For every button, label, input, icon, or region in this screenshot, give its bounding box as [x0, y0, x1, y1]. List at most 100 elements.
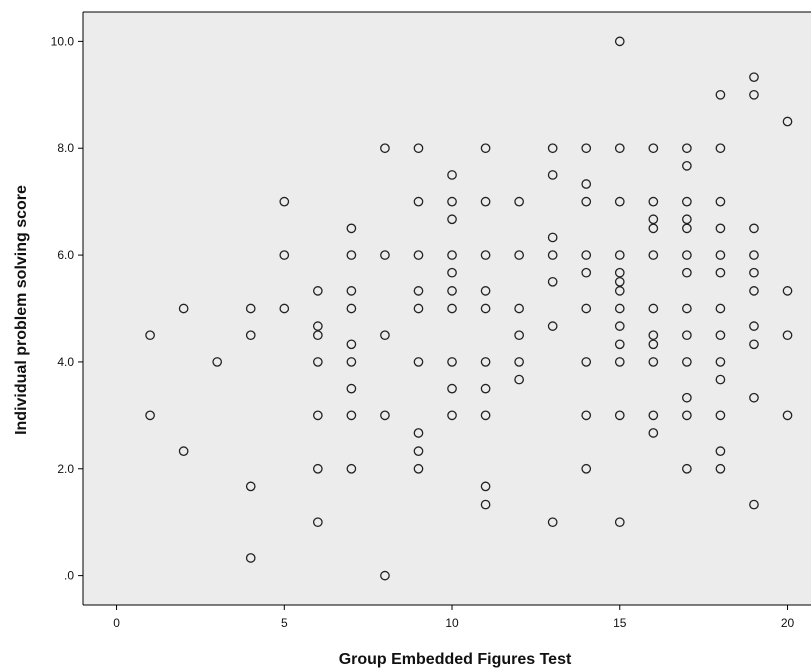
data-point — [413, 357, 424, 367]
data-point — [312, 330, 323, 341]
data-point — [749, 321, 759, 331]
data-point — [682, 196, 692, 207]
data-points — [145, 36, 793, 581]
data-point — [245, 553, 256, 563]
data-point — [648, 357, 659, 367]
y-tick-label: 8.0 — [57, 141, 74, 155]
data-point — [245, 481, 256, 492]
data-point — [682, 410, 692, 421]
data-point — [245, 303, 256, 314]
data-point — [648, 250, 659, 260]
data-point — [682, 392, 692, 403]
data-point — [413, 303, 424, 314]
data-point — [514, 303, 524, 314]
data-point — [715, 357, 726, 367]
data-point — [547, 276, 558, 287]
data-point — [346, 339, 357, 350]
data-point — [380, 410, 390, 421]
data-point — [682, 357, 692, 367]
data-point — [178, 303, 189, 314]
data-point — [312, 357, 323, 367]
data-point — [178, 446, 189, 456]
data-point — [514, 196, 524, 207]
data-point — [614, 517, 625, 528]
data-point — [581, 463, 592, 474]
data-point — [749, 339, 759, 350]
data-point — [749, 89, 759, 100]
data-point — [715, 143, 726, 154]
data-point — [648, 330, 659, 341]
data-point — [279, 196, 290, 207]
data-point — [782, 116, 793, 127]
data-point — [480, 383, 491, 394]
data-point — [749, 392, 759, 403]
y-tick-label: 4.0 — [57, 355, 74, 369]
data-point — [715, 250, 726, 260]
x-tick-label: 0 — [113, 616, 120, 630]
data-point — [749, 250, 759, 260]
x-axis-ticks: 0 5 10 15 20 — [113, 605, 795, 630]
data-point — [614, 410, 625, 421]
data-point — [312, 321, 323, 331]
data-point — [581, 303, 592, 314]
data-point — [480, 481, 491, 492]
data-point — [514, 330, 524, 341]
data-point — [715, 196, 726, 207]
data-point — [682, 303, 692, 314]
data-point — [312, 463, 323, 474]
data-point — [715, 89, 726, 100]
data-point — [682, 161, 692, 171]
data-point — [715, 223, 726, 234]
x-axis-title: Group Embedded Figures Test — [339, 651, 572, 668]
data-point — [480, 286, 491, 296]
data-point — [782, 286, 793, 296]
data-point — [312, 286, 323, 296]
data-point — [279, 250, 290, 260]
data-point — [380, 250, 390, 260]
data-point — [648, 339, 659, 350]
x-tick-label: 20 — [781, 616, 795, 630]
data-point — [749, 72, 759, 83]
data-point — [413, 286, 424, 296]
data-point — [413, 196, 424, 207]
data-point — [782, 410, 793, 421]
data-point — [145, 410, 155, 421]
data-point — [514, 357, 524, 367]
data-point — [514, 374, 524, 385]
data-point — [614, 36, 625, 47]
data-point — [447, 267, 457, 278]
data-point — [648, 223, 659, 234]
data-point — [648, 214, 659, 225]
data-point — [715, 374, 726, 385]
data-point — [447, 303, 457, 314]
data-point — [413, 143, 424, 154]
data-point — [648, 196, 659, 207]
data-point — [413, 428, 424, 438]
data-point — [413, 463, 424, 474]
data-point — [480, 196, 491, 207]
data-point — [447, 250, 457, 260]
data-point — [682, 214, 692, 225]
data-point — [447, 170, 457, 180]
data-point — [346, 286, 357, 296]
data-point — [447, 214, 457, 225]
data-point — [480, 250, 491, 260]
data-point — [682, 143, 692, 154]
data-point — [547, 170, 558, 180]
data-point — [547, 250, 558, 260]
y-tick-label: .0 — [64, 569, 74, 583]
data-point — [413, 446, 424, 456]
data-point — [715, 267, 726, 278]
data-point — [648, 410, 659, 421]
y-tick-label: 10.0 — [51, 34, 75, 48]
data-point — [581, 410, 592, 421]
data-point — [614, 321, 625, 331]
data-point — [614, 267, 625, 278]
data-point — [614, 250, 625, 260]
data-point — [547, 321, 558, 331]
data-point — [279, 303, 290, 314]
data-point — [212, 357, 223, 367]
data-point — [581, 179, 592, 189]
data-point — [614, 303, 625, 314]
